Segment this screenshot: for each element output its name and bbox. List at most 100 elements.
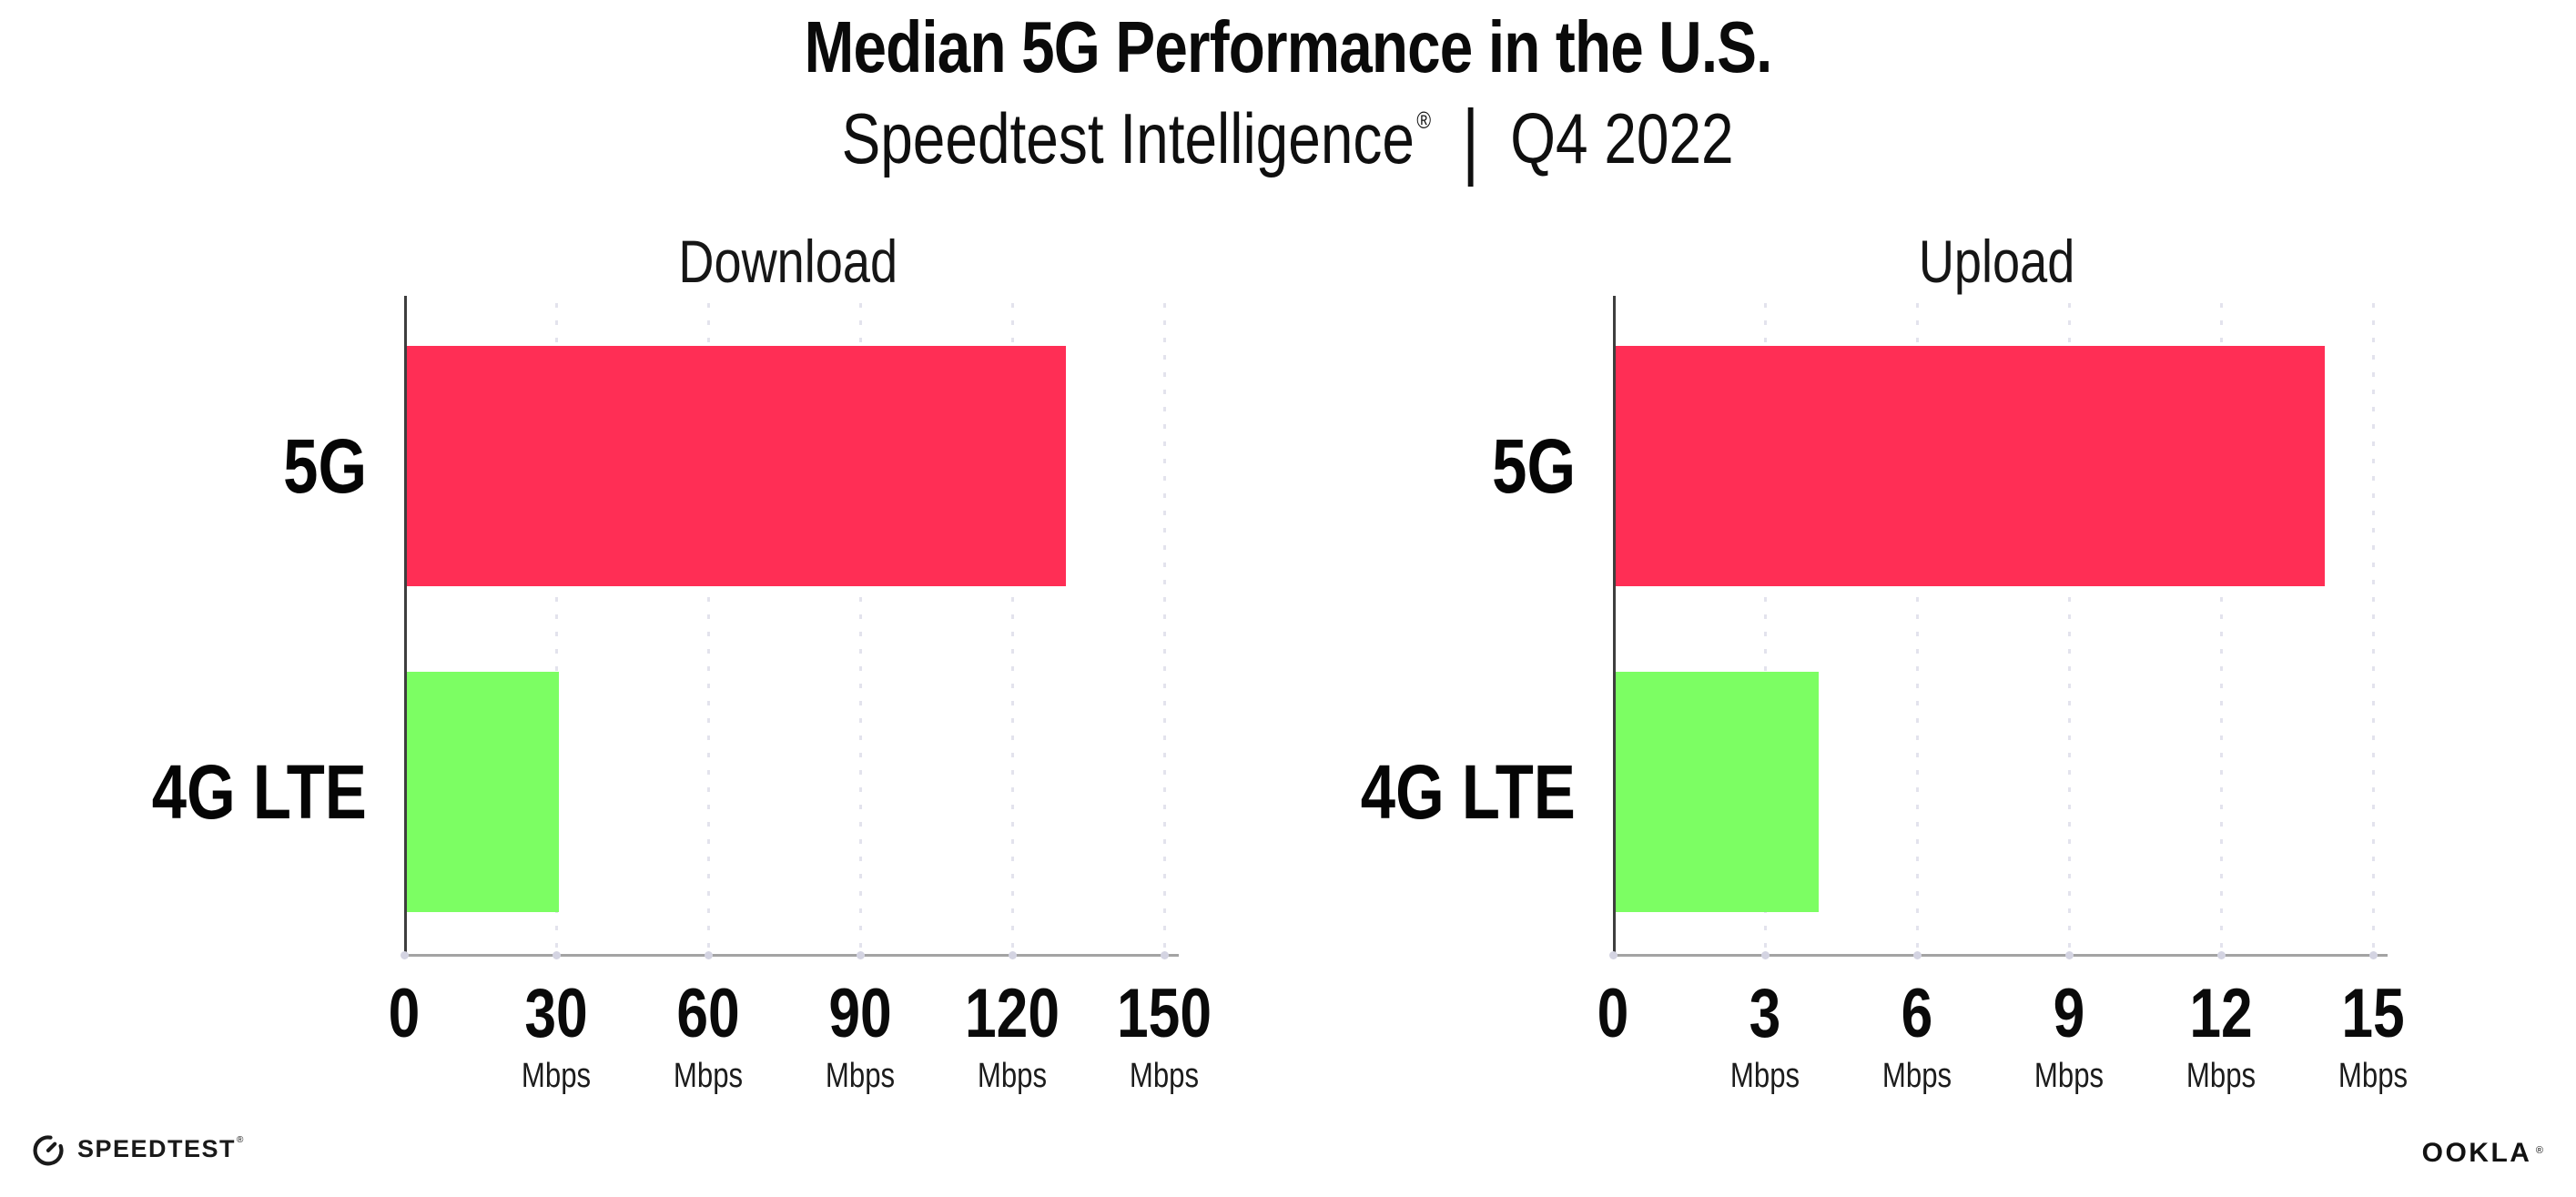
gridline	[555, 303, 558, 956]
download-chart: Download 5G 4G LTE 0 30 Mbps 60 Mbps 90 Mbps 120 Mb…	[152, 191, 1212, 1156]
x-tick: 0	[1597, 979, 1629, 1049]
ookla-registered-mark: ®	[2535, 1145, 2543, 1156]
gridline	[1764, 303, 1767, 956]
gridline	[2372, 303, 2375, 956]
x-tick: 3 Mbps	[1730, 979, 1800, 1096]
category-label-4g-lte: 4G LTE	[1361, 629, 1613, 955]
subtitle-period: Q4 2022	[1510, 98, 1735, 178]
x-tick: 9 Mbps	[2034, 979, 2104, 1096]
category-labels: 5G 4G LTE	[1361, 303, 1613, 956]
plot-area	[1609, 296, 2388, 959]
axis-tick-dot	[1761, 951, 1770, 959]
x-tick-value: 9	[2053, 975, 2085, 1052]
chart-title-text: Download	[678, 228, 898, 295]
category-label-5g: 5G	[185, 303, 404, 629]
x-tick: 30 Mbps	[522, 979, 591, 1096]
gridline	[1916, 303, 1919, 956]
x-tick: 60 Mbps	[674, 979, 743, 1096]
x-tick-row: 0 30 Mbps 60 Mbps 90 Mbps 120 Mbps 150 Mbps	[389, 956, 1212, 1147]
bar-4g-lte	[1616, 672, 1819, 912]
x-tick-value: 12	[2189, 975, 2253, 1052]
chart-title-text: Upload	[1918, 228, 2075, 295]
page-subtitle-text: Speedtest Intelligence® | Q4 2022	[841, 89, 1735, 188]
plot-area	[401, 296, 1179, 959]
speedtest-logo: SPEEDTEST ®	[31, 1131, 243, 1166]
x-tick: 12 Mbps	[2186, 979, 2256, 1096]
subtitle-brand: Speedtest Intelligence	[841, 98, 1415, 178]
x-tick-row: 0 3 Mbps 6 Mbps 9 Mbps 12 Mbps 15 Mbps	[1597, 956, 2408, 1147]
y-axis	[1613, 296, 1616, 956]
x-tick-unit: Mbps	[1729, 1057, 1800, 1095]
gridline	[2068, 303, 2071, 956]
ookla-logo: OOKLA ®	[2422, 1138, 2543, 1169]
axis-tick-dot	[1009, 951, 1017, 959]
x-tick-value: 0	[1597, 975, 1629, 1052]
x-tick-value: 30	[524, 975, 588, 1052]
speedtest-registered-mark: ®	[237, 1134, 244, 1145]
x-tick-value: 150	[1117, 975, 1212, 1052]
x-tick: 90 Mbps	[826, 979, 895, 1096]
y-axis	[404, 296, 407, 956]
category-label-5g: 5G	[1394, 303, 1613, 629]
x-tick-value: 90	[828, 975, 892, 1052]
x-tick: 6 Mbps	[1882, 979, 1952, 1096]
x-tick-value: 6	[1901, 975, 1933, 1052]
axis-tick-dot	[2369, 951, 2378, 959]
bar-4g-lte	[407, 672, 559, 912]
download-chart-title: Download	[404, 191, 1171, 303]
gridline	[1163, 303, 1166, 956]
category-label-text: 4G LTE	[151, 748, 367, 835]
category-label-text: 4G LTE	[1360, 748, 1576, 835]
category-label-text: 5G	[1492, 422, 1576, 509]
x-tick: 0	[389, 979, 421, 1049]
x-tick-unit: Mbps	[977, 1057, 1048, 1095]
x-tick-unit: Mbps	[2186, 1057, 2257, 1095]
category-label-text: 5G	[283, 422, 367, 509]
gridline	[2220, 303, 2223, 956]
subtitle-registered-mark: ®	[1416, 107, 1432, 134]
page-subtitle: Speedtest Intelligence® | Q4 2022	[0, 89, 2576, 188]
page-title-text: Median 5G Performance in the U.S.	[804, 6, 1773, 87]
axis-tick-dot	[705, 951, 713, 959]
x-tick-unit: Mbps	[2338, 1057, 2409, 1095]
x-tick-value: 3	[1749, 975, 1781, 1052]
gridline	[707, 303, 710, 956]
upload-chart-title: Upload	[1613, 191, 2380, 303]
page-title: Median 5G Performance in the U.S.	[0, 5, 2576, 89]
axis-tick-dot	[1913, 951, 1922, 959]
bar-5g	[1616, 346, 2326, 586]
x-tick-unit: Mbps	[1881, 1057, 1952, 1095]
gridline	[1011, 303, 1014, 956]
upload-chart: Upload 5G 4G LTE 0 3 Mbps 6 Mbps 9 Mbps 12 Mbps 15 Mb…	[1361, 191, 2408, 1156]
x-tick-unit: Mbps	[825, 1057, 896, 1095]
x-axis	[1612, 954, 2388, 957]
ookla-wordmark: OOKLA	[2421, 1138, 2532, 1168]
category-labels: 5G 4G LTE	[152, 303, 404, 956]
subtitle-divider: |	[1462, 92, 1480, 188]
axis-tick-dot	[1609, 951, 1618, 959]
category-label-4g-lte: 4G LTE	[152, 629, 404, 955]
x-tick-value: 0	[388, 975, 421, 1052]
x-tick-value: 60	[676, 975, 740, 1052]
x-tick-value: 15	[2341, 975, 2405, 1052]
axis-tick-dot	[2065, 951, 2074, 959]
x-tick: 150 Mbps	[1117, 979, 1212, 1096]
x-tick-value: 120	[965, 975, 1060, 1052]
x-axis	[403, 954, 1179, 957]
axis-tick-dot	[401, 951, 409, 959]
bar-5g	[407, 346, 1066, 586]
gridline	[859, 303, 862, 956]
x-tick-unit: Mbps	[521, 1057, 592, 1095]
x-tick: 120 Mbps	[965, 979, 1060, 1096]
axis-tick-dot	[1161, 951, 1169, 959]
x-tick-unit: Mbps	[2033, 1057, 2104, 1095]
axis-tick-dot	[2217, 951, 2226, 959]
axis-tick-dot	[857, 951, 865, 959]
x-tick-unit: Mbps	[673, 1057, 744, 1095]
axis-tick-dot	[553, 951, 561, 959]
x-tick: 15 Mbps	[2338, 979, 2408, 1096]
x-tick-unit: Mbps	[1129, 1057, 1200, 1095]
speedtest-gauge-icon	[33, 1135, 64, 1166]
speedtest-wordmark: SPEEDTEST	[77, 1134, 237, 1162]
